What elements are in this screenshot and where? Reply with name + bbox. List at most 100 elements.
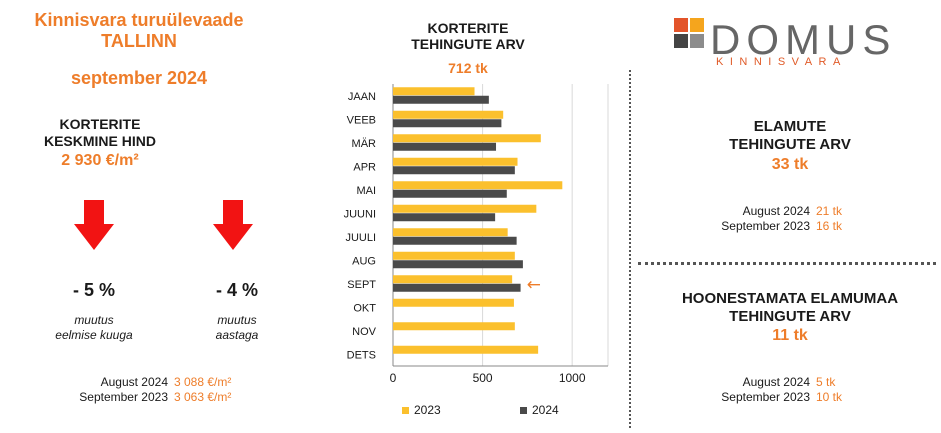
houses-compare-row: September 2023 16 tk (700, 219, 842, 234)
category-label: SEPT (347, 279, 376, 291)
bar-2024 (393, 213, 496, 222)
houses-compare-label: September 2023 (721, 219, 810, 233)
land-value: 11 tk (772, 327, 808, 344)
change-month-value: - 5 % (72, 280, 115, 300)
bar-2024 (393, 260, 523, 269)
change-month-note: muutus eelmise kuuga (24, 313, 164, 343)
bar-2024 (393, 189, 507, 198)
category-label: NOV (352, 326, 377, 338)
land-compare-row: August 2024 5 tk (700, 375, 842, 390)
vertical-divider (629, 70, 631, 428)
avg-price-heading: KORTERITE KESKMINE HIND (0, 116, 200, 150)
bar-2024 (393, 236, 517, 245)
category-label: MÄR (352, 138, 377, 150)
bar-2023 (393, 157, 518, 166)
logo-subtitle: KINNISVARA (716, 56, 847, 68)
category-label: JAAN (348, 91, 376, 103)
houses-heading-line1: ELAMUTE (753, 118, 827, 135)
price-compare-label: September 2023 (79, 390, 168, 404)
price-compare: August 2024 3 088 €/m² September 2023 3 06… (40, 375, 231, 405)
annotation-arrow-icon: ← (527, 275, 541, 295)
logo-square-icon (690, 18, 704, 32)
x-tick-label: 500 (473, 371, 493, 385)
chart-total: 712 tk (448, 60, 488, 76)
houses-compare-value: 16 tk (816, 219, 843, 233)
down-arrow-month-icon (74, 200, 114, 250)
houses-heading-line2: TEHINGUTE ARV (729, 136, 851, 153)
bar-2023 (393, 345, 539, 354)
price-compare-row: September 2023 3 063 €/m² (40, 390, 231, 405)
report-title-line1: Kinnisvara turuülevaade (34, 10, 244, 30)
land-heading: HOONESTAMATA ELAMUMAA TEHINGUTE ARV (640, 290, 940, 326)
bar-2023 (393, 251, 515, 260)
price-compare-row: August 2024 3 088 €/m² (40, 375, 232, 390)
horizontal-divider (638, 262, 936, 265)
houses-heading: ELAMUTE TEHINGUTE ARV (640, 118, 940, 154)
land-compare-value: 5 tk (816, 375, 836, 389)
land-heading-line1: HOONESTAMATA ELAMUMAA (681, 290, 899, 307)
bar-2023 (393, 134, 541, 143)
report-city: TALLINN (101, 31, 177, 51)
legend-swatch (402, 407, 409, 414)
chart-title-line2: TEHINGUTE ARV (411, 36, 525, 52)
change-year-note-line1: muutus (217, 313, 257, 327)
bar-2023 (393, 275, 513, 284)
bar-2023 (393, 204, 537, 213)
domus-logo: DOMUS KINNISVARA (672, 16, 912, 72)
logo-square-icon (674, 34, 688, 48)
category-label: VEEB (347, 114, 376, 126)
category-label: MAI (356, 185, 376, 197)
category-label: AUG (352, 255, 376, 267)
logo-square-icon (690, 34, 704, 48)
legend-label: 2024 (532, 403, 559, 417)
category-label: JUULI (345, 232, 376, 244)
logo-word: DOMUS (710, 16, 897, 63)
land-compare-label: August 2024 (742, 375, 810, 389)
report-title: Kinnisvara turuülevaade TALLINN (0, 10, 278, 52)
report-month: september 2024 (70, 68, 208, 88)
bar-2024 (393, 119, 502, 128)
bar-2024 (393, 166, 515, 175)
price-compare-label: August 2024 (100, 375, 168, 389)
category-label: JUUNI (344, 208, 376, 220)
avg-price-value: 2 930 €/m² (61, 152, 139, 169)
bar-2023 (393, 87, 475, 96)
category-label: DETS (347, 349, 376, 361)
change-month-note-line1: muutus (74, 313, 114, 327)
change-year-value: - 4 % (215, 280, 258, 300)
avg-price-heading-line2: KESKMINE HIND (43, 133, 156, 149)
legend-swatch (520, 407, 527, 414)
down-arrow-year-icon (213, 200, 253, 250)
bar-2023 (393, 298, 514, 307)
category-label: OKT (353, 302, 376, 314)
houses-compare-row: August 2024 21 tk (700, 204, 842, 219)
change-year-note-line2: aastaga (215, 328, 259, 342)
chart-title-line1: KORTERITE (427, 20, 509, 36)
chart-title: KORTERITE TEHINGUTE ARV (388, 20, 548, 52)
avg-price-heading-line1: KORTERITE (59, 116, 141, 132)
logo-square-icon (674, 18, 688, 32)
bar-2023 (393, 322, 515, 331)
bar-2023 (393, 181, 563, 190)
houses-compare-label: August 2024 (742, 204, 810, 218)
land-heading-line2: TEHINGUTE ARV (729, 308, 851, 325)
legend-label: 2023 (414, 403, 441, 417)
houses-compare-value: 21 tk (816, 204, 843, 218)
bar-2024 (393, 283, 521, 292)
category-label: APR (353, 161, 376, 173)
apartment-deals-chart: JAAN VEEB MÄR APR MAI JUUNI JUULI AUG SEPT OKT NOV… (344, 84, 609, 417)
x-tick-label: 1000 (559, 371, 586, 385)
bar-2023 (393, 228, 508, 237)
bar-2024 (393, 142, 497, 151)
houses-compare: August 2024 21 tk September 2023 16 tk (700, 204, 842, 234)
land-compare-label: September 2023 (721, 390, 810, 404)
houses-value: 33 tk (771, 156, 809, 173)
land-compare: August 2024 5 tk September 2023 10 tk (700, 375, 842, 405)
land-compare-value: 10 tk (816, 390, 843, 404)
bar-2023 (393, 110, 504, 119)
price-compare-value: 3 063 €/m² (174, 390, 232, 404)
price-compare-value: 3 088 €/m² (174, 375, 232, 389)
change-year-note: muutus aastaga (167, 313, 307, 343)
land-compare-row: September 2023 10 tk (700, 390, 842, 405)
x-tick-label: 0 (390, 371, 397, 385)
